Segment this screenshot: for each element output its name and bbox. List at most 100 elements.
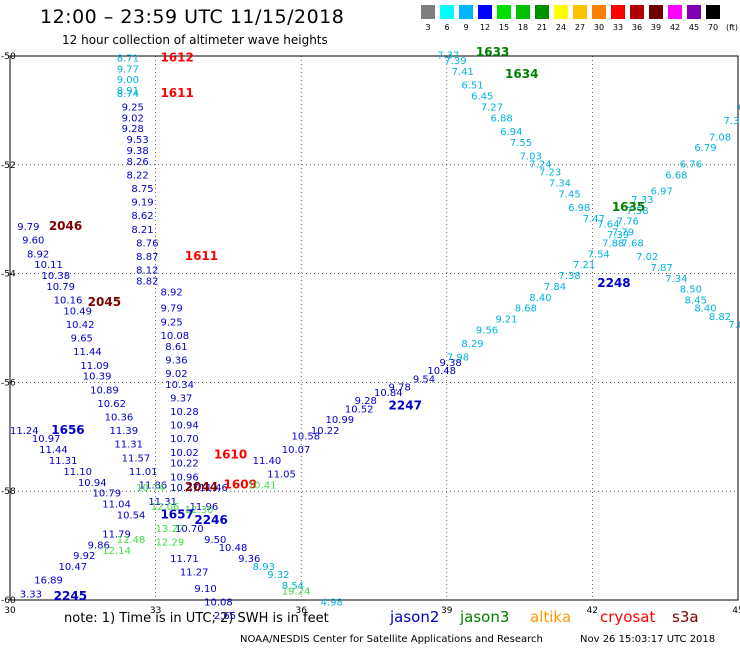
wave-height-value: 9.36 — [165, 355, 187, 366]
wave-height-value: 11.01 — [129, 467, 158, 478]
wave-height-value: 11.86 — [139, 480, 168, 491]
scale-swatch — [516, 5, 530, 19]
scale-swatch — [421, 5, 435, 19]
lat-tick-label: -60 — [1, 596, 16, 606]
wave-height-value: 19.24 — [282, 587, 311, 598]
wave-height-value: 7.58 — [626, 206, 648, 217]
wave-height-value: 6.94 — [500, 127, 522, 138]
wave-height-value: 11.04 — [102, 500, 131, 511]
satellite-legend-altika: altika — [530, 608, 572, 626]
wave-height-value: 7.87 — [651, 263, 673, 274]
wave-height-value: 11.31 — [148, 497, 177, 508]
wave-height-value: 12.29 — [156, 538, 185, 549]
wave-height-value: 10.47 — [59, 562, 88, 573]
scale-label: 9 — [463, 23, 469, 32]
wave-height-value: 8.76 — [136, 238, 158, 249]
wave-height-value: 6.88 — [490, 113, 512, 124]
scale-swatch — [497, 5, 511, 19]
scale-swatch — [592, 5, 606, 19]
scale-label: 12 — [479, 23, 491, 32]
wave-height-value: 11.31 — [114, 440, 143, 451]
lat-tick-label: -52 — [1, 161, 16, 171]
wave-height-value: 6.45 — [471, 92, 493, 103]
wave-height-value: 8.40 — [529, 293, 551, 304]
scale-swatch — [649, 5, 663, 19]
wave-height-value: 7.68 — [622, 238, 644, 249]
pass-label: 1610 — [214, 448, 247, 462]
wave-height-value: 10.52 — [345, 404, 374, 415]
wave-height-value: 10.79 — [46, 282, 75, 293]
pass-label: 1611 — [185, 249, 218, 263]
wave-height-value: 8.29 — [461, 339, 483, 350]
wave-height-value: 9.53 — [126, 135, 148, 146]
wave-height-value: 11.40 — [253, 456, 282, 467]
scale-swatch — [440, 5, 454, 19]
wave-height-value: 9.86 — [88, 540, 110, 551]
wave-height-value: 8.82 — [709, 312, 731, 323]
pass-label: 1611 — [160, 86, 193, 100]
wave-height-value: 9.02 — [165, 369, 187, 380]
wave-height-value: 7.55 — [510, 138, 532, 149]
wave-height-value: 8.12 — [136, 266, 158, 277]
wave-height-value: 11.05 — [267, 470, 296, 481]
wave-height-value: 10.38 — [42, 271, 71, 282]
wave-height-value: 7.54 — [588, 249, 610, 260]
wave-height-value: 10.41 — [248, 480, 277, 491]
wave-height-value: 11.44 — [73, 347, 102, 358]
wave-height-value: 7.21 — [573, 260, 595, 271]
wave-height-value: 8.91 — [117, 86, 139, 97]
wave-height-value: 9.54 — [413, 374, 435, 385]
pass-label: 2248 — [597, 276, 630, 290]
wave-height-value: 7.45 — [558, 189, 580, 200]
pass-label: 1633 — [476, 45, 509, 59]
wave-height-value: 8.82 — [136, 276, 158, 287]
wave-height-value: 9.37 — [170, 393, 192, 404]
wave-height-value: 9.78 — [389, 383, 411, 394]
wave-height-value: 9.10 — [194, 584, 216, 595]
wave-height-value: 7.47 — [583, 214, 605, 225]
wave-height-value: 12.14 — [102, 546, 131, 557]
wave-height-value: 7.34 — [549, 179, 571, 190]
scale-label: 30 — [593, 23, 605, 32]
credit-line: NOAA/NESDIS Center for Satellite Applica… — [240, 634, 543, 645]
wave-height-value: 10.48 — [219, 543, 248, 554]
wave-height-value: 9.50 — [204, 535, 226, 546]
wave-height-value: 9.38 — [440, 358, 462, 369]
pass-label: 2045 — [88, 295, 121, 309]
wave-height-value: 11.44 — [39, 445, 68, 456]
scale-swatch — [630, 5, 644, 19]
scale-label: 42 — [669, 23, 681, 32]
pass-label: 2046 — [49, 219, 82, 233]
wave-height-value: 7.39 — [444, 56, 466, 67]
wave-height-value: 9.79 — [17, 222, 39, 233]
wave-height-value: 8.54 — [282, 581, 304, 592]
wave-height-value: 8.68 — [515, 304, 537, 315]
wave-height-value: 8.93 — [253, 562, 275, 573]
lon-tick-label: 36 — [295, 606, 307, 616]
wave-height-value: 7.41 — [452, 67, 474, 78]
scale-swatch — [478, 5, 492, 19]
lon-tick-label: 39 — [441, 606, 453, 616]
wave-height-value: 10.89 — [90, 385, 119, 396]
wave-height-value: 10.16 — [54, 296, 83, 307]
scale-swatch — [687, 5, 701, 19]
satellite-legend-s3a: s3a — [672, 608, 699, 626]
wave-height-value: 9.36 — [238, 554, 260, 565]
wave-height-value: 10.22 — [311, 426, 340, 437]
wave-height-value: 9.25 — [122, 102, 144, 113]
wave-height-value: 10.42 — [66, 320, 95, 331]
generation-timestamp: Nov 26 15:03:17 UTC 2018 — [580, 634, 716, 645]
wave-height-value: 9.00 — [117, 75, 139, 86]
wave-height-value: 10.08 — [160, 331, 189, 342]
pass-label: 1634 — [505, 67, 538, 81]
scale-label: 24 — [555, 23, 567, 32]
scale-label: 36 — [631, 23, 643, 32]
wave-height-value: 8.92 — [27, 249, 49, 260]
wave-height-value: 13.27 — [156, 524, 185, 535]
wave-height-value: 9.32 — [267, 570, 289, 581]
wave-height-value: 10.07 — [282, 445, 311, 456]
wave-height-value: 12.48 — [117, 535, 146, 546]
wave-height-value: 9.79 — [160, 304, 182, 315]
footnote: note: 1) Time is in UTC; 2) SWH is in fe… — [64, 611, 329, 626]
wave-height-value: 10.58 — [291, 432, 320, 443]
